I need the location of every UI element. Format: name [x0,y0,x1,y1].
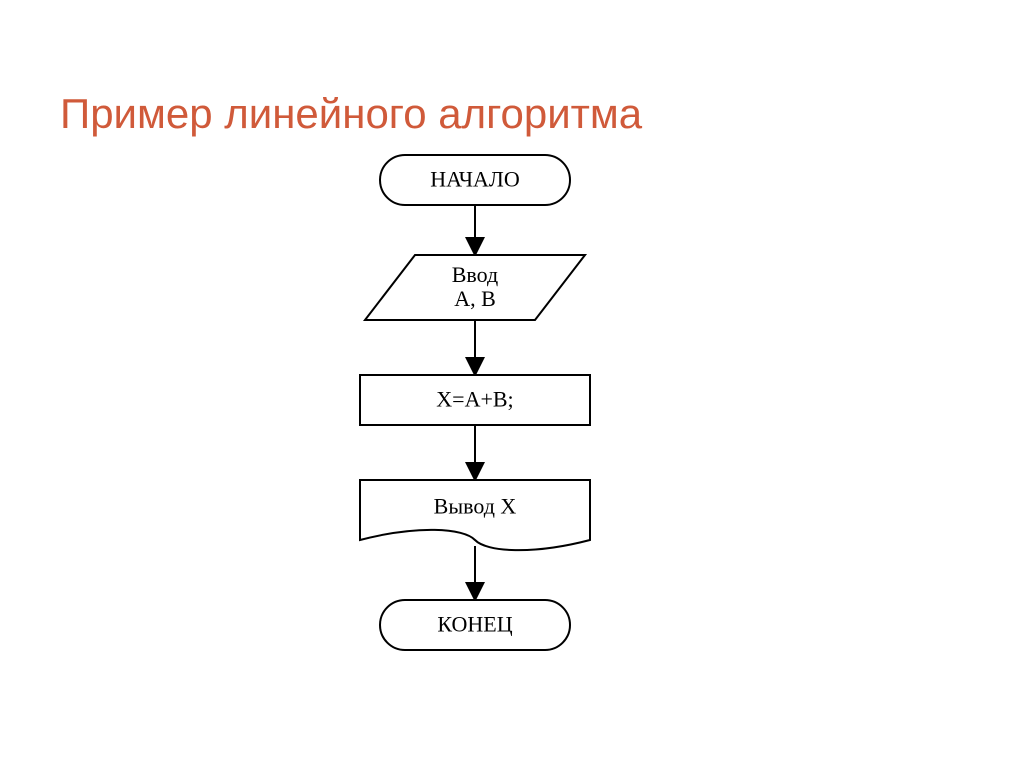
flow-node-label: Вывод X [434,494,517,519]
flow-node-process: X=A+B; [360,375,590,425]
flow-node-input: ВводA, B [365,255,585,320]
flow-node-label: КОНЕЦ [437,612,512,637]
flow-node-label: НАЧАЛО [430,167,519,192]
flow-node-start: НАЧАЛО [380,155,570,205]
flow-node-end: КОНЕЦ [380,600,570,650]
flow-node-label: X=A+B; [436,387,513,412]
flowchart-svg: НАЧАЛО ВводA, B X=A+B; Вывод X КОНЕЦ [0,0,1024,768]
flow-node-label: Ввод [452,262,498,287]
flow-node-label: A, B [454,286,496,311]
slide: Пример линейного алгоритма НАЧАЛОВводA, … [0,0,1024,768]
flow-node-output: Вывод X [360,480,590,550]
